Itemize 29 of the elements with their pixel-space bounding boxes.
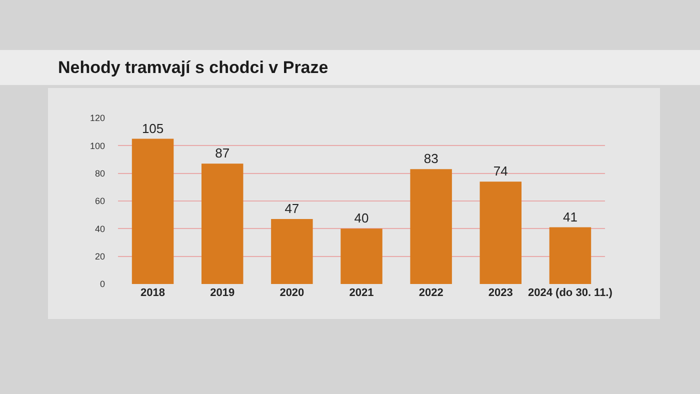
x-tick-label: 2018 [140,287,166,299]
data-label: 40 [354,210,369,226]
y-tick-label: 60 [94,196,105,206]
x-tick-label: 2023 [488,287,513,299]
x-tick-label: 2022 [418,287,444,299]
data-label: 87 [215,146,230,161]
data-label: 74 [493,164,508,179]
chart-title: Nehody tramvají s chodci v Praze [58,58,328,77]
x-tick-label: 2020 [280,287,304,299]
bar [480,182,522,284]
x-tick-label: 2024 (do 30. 11.) [528,287,613,299]
bar [132,138,174,284]
data-label: 105 [142,120,164,136]
x-tick-label: 2021 [349,287,374,299]
y-tick-label: 80 [94,168,105,178]
y-tick-label: 0 [100,279,105,290]
bar [271,218,313,284]
bar [201,164,244,284]
data-label: 83 [424,151,438,166]
data-label: 47 [284,200,300,216]
data-label: 41 [562,209,578,224]
y-tick-label: 40 [94,224,105,234]
y-tick-label: 20 [94,251,105,262]
bar [340,228,382,284]
y-tick-label: 100 [90,140,105,151]
y-tick-label: 120 [90,113,105,124]
bar [549,227,592,284]
x-tick-label: 2019 [210,287,235,299]
bar [410,169,452,284]
